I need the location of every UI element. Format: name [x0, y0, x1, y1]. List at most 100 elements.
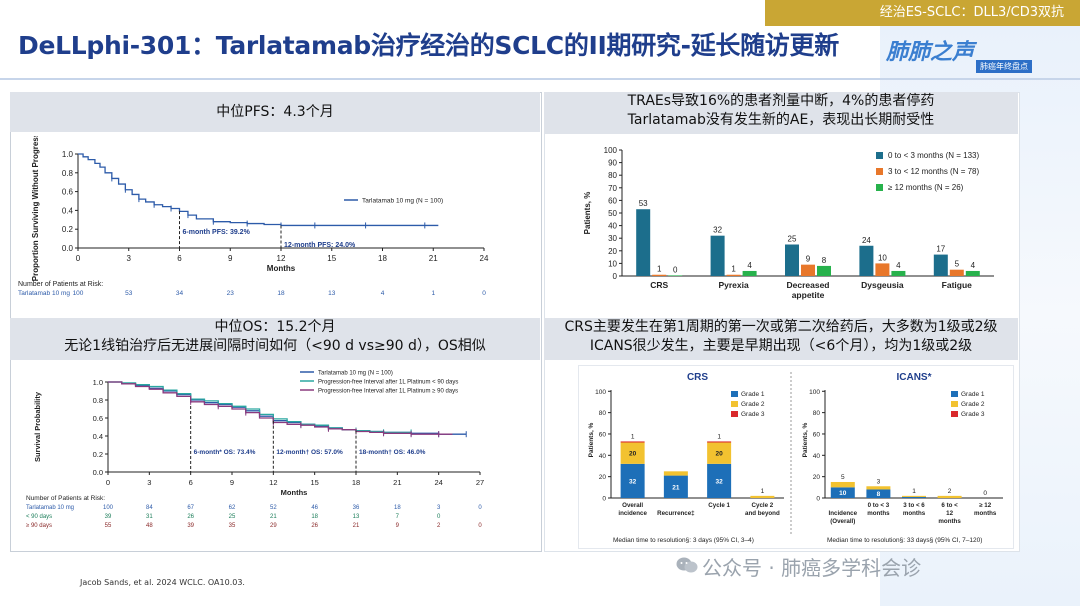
y-tick-label: 0.4: [62, 206, 74, 215]
bar: [785, 244, 799, 276]
bar: [817, 265, 831, 276]
risk-value: 26: [187, 514, 194, 520]
risk-value: 36: [353, 505, 360, 511]
risk-value: 100: [103, 505, 114, 511]
risk-value: 46: [311, 505, 318, 511]
segment-value-label: 21: [672, 484, 680, 491]
y-axis-label: Patients, %: [583, 192, 592, 235]
risk-row-label: ≥ 90 days: [26, 523, 52, 529]
category-label: Fatigue: [942, 280, 972, 290]
x-tick-label: 6: [177, 254, 182, 263]
bar-value-label: 1: [657, 265, 662, 274]
bar-value-label: 4: [896, 261, 901, 270]
y-tick-label: 0.4: [93, 432, 103, 441]
category-label: incidence: [618, 510, 647, 517]
stacked-bar-segment: [620, 463, 645, 498]
segment-value-label: 8: [877, 491, 881, 498]
traes-chart-box: 0 10 20 30 40 50 60 70 80 90 100 Patients, % 53 1 0 CRS…: [574, 140, 1014, 310]
risk-value: 52: [270, 505, 277, 511]
risk-value: 13: [328, 290, 336, 297]
y-tick-label: 60: [599, 431, 607, 438]
y-tick-label: 0.0: [93, 468, 103, 477]
landmark-annotation: 6-month PFS: 39.2%: [183, 229, 251, 236]
km-curve-1: [78, 153, 439, 227]
legend-swatch: [876, 168, 883, 175]
pfs-heading: 中位PFS：4.3个月: [10, 92, 540, 132]
crs-heading: CRS主要发生在第1周期的第一次或第二次给药后，大多数为1级或2级 ICANS很…: [544, 318, 1018, 360]
crs-icans-chart-box: CRS 0 20 40 60 80 100 Patients, % 32 20 1 Overall in…: [578, 365, 1014, 549]
category-label: (Overall): [830, 518, 855, 525]
y-tick-label: 1.0: [93, 378, 103, 387]
bar: [710, 235, 725, 276]
risk-value: 7: [396, 514, 400, 520]
risk-value: 39: [187, 523, 194, 529]
risk-value: 29: [270, 523, 277, 529]
legend-entry: Progression-free Interval after 1L Plati…: [318, 380, 458, 386]
risk-value: 25: [229, 514, 236, 520]
stacked-bar-segment: [707, 463, 732, 498]
y-tick-label: 100: [809, 389, 820, 396]
bar-value-label: 4: [971, 261, 976, 270]
bar-value-label: 0: [673, 265, 678, 274]
y-tick-label: 1.0: [62, 150, 74, 159]
bar: [859, 245, 874, 276]
bar-value-label: 9: [806, 255, 811, 264]
citation: Jacob Sands, et al. 2024 WCLC. OA10.03.: [80, 578, 245, 587]
bar: [801, 264, 815, 276]
segment-value-label: 10: [839, 490, 847, 497]
category-label: Decreased: [786, 280, 829, 290]
x-tick-label: 12: [269, 478, 277, 487]
logo-subtext: 肺癌年终盘点: [976, 60, 1032, 73]
stacked-bar-segment: [620, 441, 645, 443]
y-tick-label: 40: [599, 453, 607, 460]
y-tick-label: 60: [813, 431, 821, 438]
category-label: appetite: [792, 290, 825, 300]
risk-value: 9: [396, 523, 400, 529]
slide-title: DeLLphi-301：Tarlatamab治疗经治的SCLC的II期研究-延长…: [18, 31, 839, 60]
category-label: CRS: [650, 280, 668, 290]
segment-value-label: 32: [716, 478, 724, 485]
os-km-chart: 0.00.20.40.60.81.00 3 6 9 12 15 18 21 24 27Months…: [26, 371, 484, 530]
legend-entry: Progression-free Interval after 1L Plati…: [318, 389, 458, 395]
risk-value: 39: [105, 514, 112, 520]
stacked-bar-segment: [830, 481, 855, 488]
bar: [933, 254, 948, 276]
risk-value: 31: [146, 514, 153, 520]
bar: [949, 269, 964, 276]
risk-value: 2: [437, 523, 441, 529]
top-value-label: 0: [983, 490, 987, 497]
stacked-bar-segment: [663, 475, 688, 498]
y-tick-label: 100: [604, 146, 618, 155]
bar: [636, 209, 651, 276]
stacked-bar-segment: [866, 489, 891, 498]
category-label: 12: [946, 510, 953, 517]
y-tick-label: 20: [599, 474, 607, 481]
bar: [742, 270, 757, 276]
legend-entry: Grade 2: [961, 401, 985, 408]
y-tick-label: 0.6: [93, 414, 103, 423]
x-tick-label: 15: [310, 478, 318, 487]
top-value-label: 1: [912, 488, 916, 495]
bar: [891, 270, 906, 276]
bar-value-label: 1: [731, 265, 736, 274]
stacked-bar-segment: [937, 495, 962, 498]
risk-value: 1: [431, 290, 435, 297]
y-tick-label: 0: [816, 496, 820, 503]
y-tick-label: 90: [608, 159, 617, 168]
category-label: ≥ 12: [979, 502, 992, 509]
y-tick-label: 0.2: [93, 450, 103, 459]
y-tick-label: 0: [602, 496, 606, 503]
os-heading-line1: 中位OS：15.2个月: [214, 319, 336, 335]
os-chart-box: 0.0 0.2 0.4 0.6 0.8 1.0 0 3 6 9 12 15 18 21 24 27 Months…: [20, 362, 490, 540]
km-curve-3: [108, 381, 453, 435]
y-tick-label: 100: [595, 389, 606, 396]
category-label: Cycle 2: [752, 502, 774, 509]
x-tick-label: 0: [76, 254, 81, 263]
bar-value-label: 53: [639, 199, 648, 208]
risk-value: 4: [381, 290, 385, 297]
top-value-label: 2: [948, 488, 952, 495]
legend-swatch: [951, 391, 958, 397]
x-tick-label: 21: [429, 254, 438, 263]
risk-value: 34: [176, 290, 184, 297]
wechat-icon: [676, 557, 698, 573]
